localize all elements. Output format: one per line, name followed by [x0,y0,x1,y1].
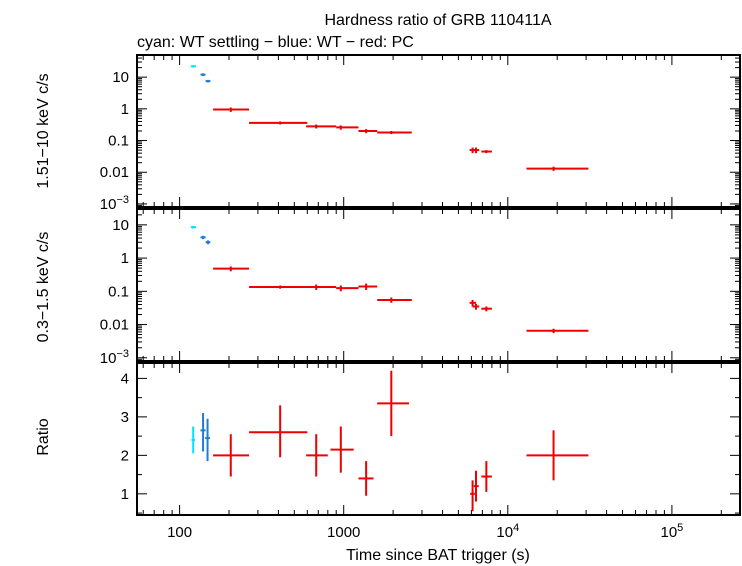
x-tick-label: 105 [660,522,683,541]
bottom-data-point [377,370,410,437]
bottom-panel: 1 2 3 4 100 1000 104 105 [121,362,741,541]
middle-data-point [336,285,359,292]
top-data-point [205,79,211,83]
bottom-data-point [306,434,328,477]
bottom-data-point [330,426,354,473]
bottom-data-point [213,434,250,477]
top-data-point [200,73,206,77]
x-axis-label: Time since BAT trigger (s) [346,547,530,564]
bottom-y-tick-label: 2 [121,447,129,464]
bottom-data-point [205,418,210,462]
x-tick-label: 100 [167,524,192,541]
middle-data-point [249,285,308,289]
middle-data-point [358,283,378,290]
x-tick-label: 1000 [327,524,360,541]
top-panel-frame [136,54,741,208]
middle-data-point [200,235,206,240]
top-data-point [249,121,308,125]
bottom-y-tick-label: 4 [121,370,129,387]
bottom-data-point [200,413,206,452]
chart-title: Hardness ratio of GRB 110411A [324,12,551,29]
top-y-tick-label: 10−3 [100,194,129,213]
bottom-data-point [526,430,589,481]
bottom-data-point [358,461,374,496]
top-data-point [190,65,197,68]
top-y-tick-label: 0.1 [108,133,129,150]
top-y-tick-label: 10 [112,69,129,86]
bottom-data-point [191,426,195,454]
top-y-tick-label: 1 [121,101,129,118]
bottom-data-point [249,405,308,458]
middle-y-tick-label: 0.1 [108,283,129,300]
chart-subtitle: cyan: WT settling − blue: WT − red: PC [137,34,414,51]
top-y-tick-label: 0.01 [100,164,129,181]
bottom-data-point [481,461,492,492]
top-data-point [358,129,378,134]
middle-y-tick-label: 1 [121,250,129,267]
bottom-panel-ylabel: Ratio [35,418,52,455]
top-data-point [306,124,337,129]
middle-data-point [205,240,211,245]
x-tick-label: 104 [496,522,519,541]
middle-y-tick-label: 10 [112,217,129,234]
top-data-point [526,166,589,171]
bottom-data-point [473,470,479,502]
middle-panel: 10 1 0.1 0.01 10−3 [100,208,741,367]
bottom-y-tick-label: 3 [121,409,129,426]
middle-panel-frame [136,208,741,362]
middle-panel-ylabel: 0.3−1.5 keV c/s [35,232,52,343]
middle-data-point [190,225,197,229]
middle-data-point [469,299,476,307]
middle-data-point [377,297,412,303]
middle-y-tick-label: 0.01 [100,317,129,334]
top-panel: 10 1 0.1 0.01 10−3 [100,54,741,213]
middle-data-point [213,266,250,272]
bottom-panel-frame [136,362,741,516]
top-data-point [481,150,492,154]
middle-y-tick-label: 10−3 [100,348,129,367]
middle-data-point [526,328,589,334]
top-panel-ylabel: 1.51−10 keV c/s [35,73,52,188]
middle-data-point [481,306,492,312]
bottom-data-point [470,480,475,512]
top-data-point [472,147,480,154]
middle-data-point [306,284,337,290]
bottom-y-tick-label: 1 [121,486,129,503]
top-data-point [213,107,250,112]
top-data-point [336,125,359,130]
top-data-point [377,131,412,135]
middle-data-point [472,303,480,310]
